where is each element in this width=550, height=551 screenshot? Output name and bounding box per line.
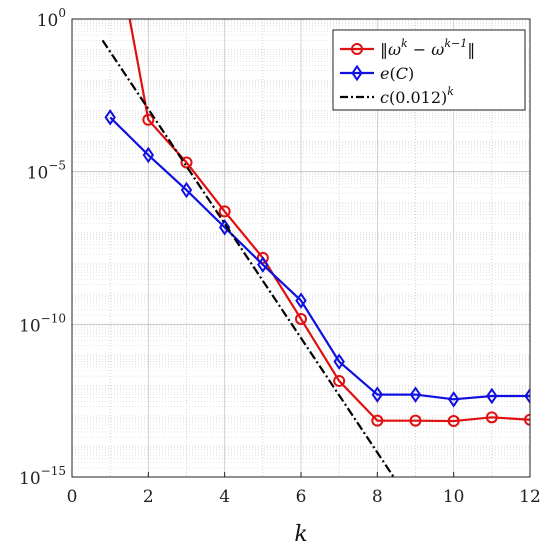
data-point-diamond xyxy=(447,391,460,408)
x-axis-label: k xyxy=(294,522,307,547)
data-point-diamond xyxy=(409,386,422,403)
data-point-circle xyxy=(485,411,498,424)
data-point-diamond xyxy=(104,109,116,126)
data-point-diamond xyxy=(371,386,384,403)
data-point-circle xyxy=(256,251,269,264)
data-point-diamond xyxy=(218,219,231,236)
series-2 xyxy=(101,39,395,477)
data-point-circle xyxy=(218,205,231,218)
data-point-diamond xyxy=(142,146,155,164)
legend-error-marker xyxy=(351,64,363,82)
data-point-circle xyxy=(447,415,460,428)
y-tick-label: 10−15 xyxy=(19,464,66,489)
legend-residual-label: ‖ωk − ωk−1‖ xyxy=(380,37,475,59)
data-point-diamond xyxy=(257,256,269,273)
data-point-diamond xyxy=(524,387,530,405)
x-tick-label: 2 xyxy=(143,487,154,507)
data-point-circle xyxy=(333,374,346,387)
x-tick-labels: 0 2 4 6 8 10 12 xyxy=(67,487,541,507)
legend-box xyxy=(332,29,526,111)
data-point-diamond xyxy=(180,181,193,199)
series-line xyxy=(101,39,395,477)
legend: ‖ωk − ωk−1‖ e(C) c(0.012)k xyxy=(332,29,526,111)
data-point-circle xyxy=(180,156,193,169)
data-point-circle xyxy=(371,414,384,427)
legend-entry-error: e(C) xyxy=(340,64,414,83)
data-point-diamond xyxy=(295,292,307,309)
x-tick-label: 8 xyxy=(372,487,383,507)
x-tick-label: 10 xyxy=(443,487,465,507)
legend-residual-marker xyxy=(351,43,363,55)
x-tick-label: 12 xyxy=(519,487,541,507)
y-tick-label: 10−10 xyxy=(19,311,66,336)
series-layer xyxy=(101,19,530,477)
data-point-circle xyxy=(409,414,422,427)
data-point-diamond xyxy=(486,387,498,405)
data-point-circle xyxy=(142,113,155,126)
data-point-circle xyxy=(524,413,530,426)
legend-error-label: e(C) xyxy=(380,64,414,83)
y-tick-label: 100 xyxy=(37,6,66,31)
x-tick-label: 0 xyxy=(67,487,78,507)
legend-entry-rate: c(0.012)k xyxy=(340,85,454,107)
data-point-circle xyxy=(295,312,307,325)
legend-rate-label: c(0.012)k xyxy=(380,85,454,107)
plot-frame xyxy=(71,18,531,478)
grid xyxy=(71,19,531,477)
data-point-diamond xyxy=(333,353,345,370)
x-tick-label: 6 xyxy=(296,487,307,507)
y-tick-labels: 100 10−5 10−10 10−15 xyxy=(19,6,66,489)
legend-entry-residual: ‖ωk − ωk−1‖ xyxy=(340,37,475,59)
y-tick-label: 10−5 xyxy=(27,159,66,184)
series-1 xyxy=(104,109,530,408)
x-tick-label: 4 xyxy=(219,487,230,507)
series-line xyxy=(109,116,530,401)
